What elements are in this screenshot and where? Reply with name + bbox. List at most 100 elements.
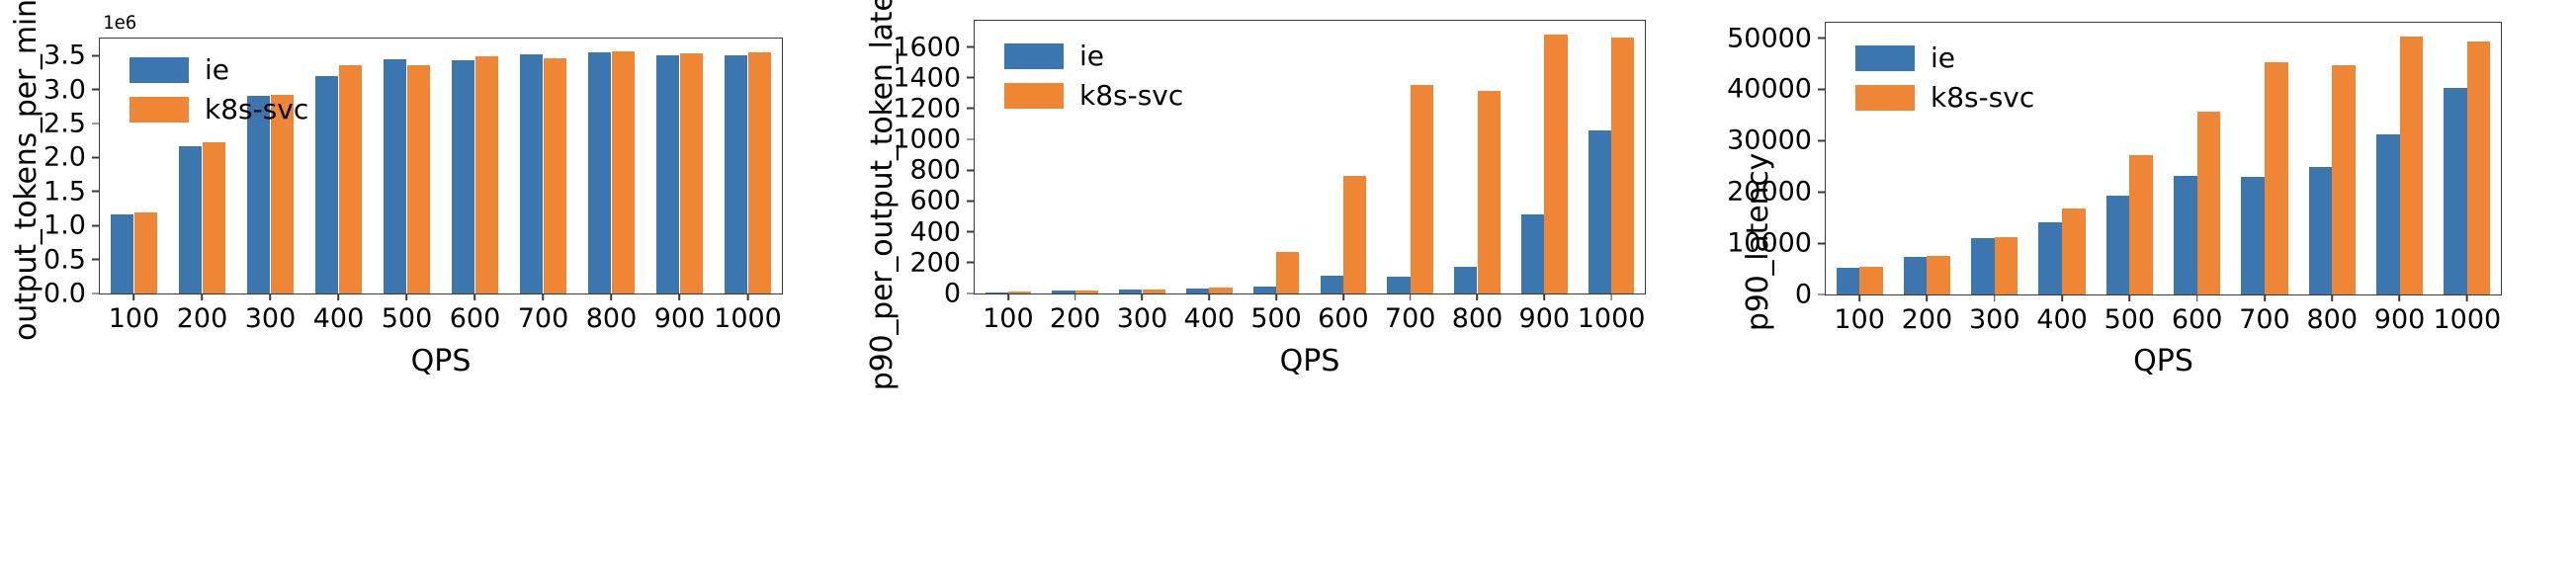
x-tick-mark (2128, 294, 2131, 301)
y-tick-label: 1400 (893, 62, 961, 94)
x-tick: 400 (2036, 294, 2088, 335)
x-tick: 100 (983, 293, 1034, 334)
x-tick-mark (1476, 293, 1479, 300)
y-tick-label: 10000 (1727, 227, 1812, 259)
x-tick: 600 (450, 293, 500, 334)
y-tick-label: 3.5 (43, 40, 86, 71)
y-tick: 1600 (893, 32, 975, 62)
bar-k8s-svc-100 (133, 211, 158, 293)
y-tick-mark (92, 190, 100, 193)
y-tick: 40000 (1727, 74, 1826, 105)
bar-ie-100 (985, 292, 1008, 293)
x-tick-mark (542, 293, 545, 300)
legend: ie k8s-svc (126, 50, 312, 129)
x-tick-label: 1000 (714, 303, 782, 334)
x-tick-label: 900 (1518, 303, 1571, 334)
x-tick-label: 100 (1834, 304, 1885, 335)
legend-swatch-icon-ie (1004, 43, 1064, 69)
chart-panel-p90-latency: p90_latency 0 10000 20000 30000 40000 50000 1… (1716, 0, 2574, 585)
bar-k8s-svc-300 (1994, 236, 2018, 294)
bar-k8s-svc-900 (679, 53, 704, 293)
x-tick: 100 (109, 293, 159, 334)
y-tick-label: 400 (909, 216, 961, 248)
x-tick-mark (1993, 294, 1996, 301)
bar-ie-800 (1454, 266, 1478, 293)
x-tick-label: 700 (1384, 303, 1436, 334)
x-tick: 400 (313, 293, 364, 334)
x-tick-mark (1858, 294, 1861, 301)
legend-swatch-icon-k8s-svc (1004, 83, 1064, 109)
y-tick-label: 0 (1794, 279, 1812, 310)
bar-k8s-svc-300 (1142, 290, 1165, 293)
y-tick-label: 0.5 (43, 244, 86, 276)
x-tick-label: 600 (1318, 303, 1369, 334)
y-tick: 3.0 (43, 74, 100, 105)
x-tick: 900 (1518, 293, 1571, 334)
bar-k8s-svc-400 (338, 65, 363, 293)
x-tick-mark (1610, 293, 1612, 300)
y-tick: 1200 (893, 93, 975, 124)
legend-item-ie: ie (129, 56, 308, 84)
chart-panel-output-tokens-per-min: output_tokens_per_min 1e6 0.0 0.5 1.0 1.5 2.… (0, 0, 858, 585)
legend: ie k8s-svc (1851, 39, 2038, 118)
y-tick: 10000 (1727, 228, 1826, 259)
x-tick-mark (2061, 294, 2063, 301)
x-tick: 700 (518, 293, 568, 334)
bar-k8s-svc-900 (1544, 34, 1568, 293)
x-tick-mark (1073, 293, 1076, 300)
legend-item-ie: ie (1855, 44, 2034, 72)
x-tick: 800 (1452, 293, 1503, 334)
x-tick: 400 (1184, 293, 1235, 334)
y-tick-label: 200 (909, 247, 961, 279)
x-tick: 500 (1250, 293, 1302, 334)
bars-layer (975, 21, 1645, 293)
x-tick-label: 300 (244, 303, 297, 334)
y-tick: 1.0 (43, 210, 100, 241)
bar-ie-900 (1520, 213, 1545, 293)
y-tick-label: 1200 (893, 93, 961, 125)
bar-ie-600 (1320, 275, 1343, 293)
x-tick-mark (269, 293, 272, 300)
y-tick-mark (1818, 242, 1826, 244)
bar-ie-200 (178, 145, 203, 293)
y-tick: 2.0 (43, 142, 100, 173)
bar-ie-600 (451, 60, 475, 293)
x-tick-mark (746, 293, 749, 300)
bar-ie-500 (1252, 286, 1277, 293)
y-tick: 200 (909, 247, 975, 278)
x-tick-mark (1141, 293, 1144, 300)
y-tick-label: 1000 (893, 124, 961, 155)
legend-item-k8s-svc: k8s-svc (1855, 84, 2034, 112)
bar-ie-400 (314, 75, 339, 293)
y-tick-mark (1818, 191, 1826, 194)
bar-ie-200 (1052, 291, 1075, 293)
y-tick-mark (92, 54, 100, 57)
x-tick-mark (2465, 294, 2468, 301)
bar-ie-500 (2105, 196, 2130, 294)
legend-swatch-icon-k8s-svc (1855, 85, 1915, 111)
y-tick: 1400 (893, 62, 975, 93)
y-tick: 50000 (1727, 23, 1826, 53)
x-tick-label: 300 (1116, 303, 1168, 334)
bar-ie-800 (587, 51, 612, 293)
x-tick: 600 (1318, 293, 1369, 334)
bar-k8s-svc-100 (1007, 292, 1032, 293)
bar-k8s-svc-400 (1209, 288, 1233, 293)
x-tick-label: 900 (2373, 304, 2426, 335)
legend-label-ie: ie (1931, 42, 1956, 74)
y-tick-mark (967, 169, 975, 172)
y-tick-mark (92, 292, 100, 294)
x-tick-mark (610, 293, 613, 300)
y-tick-mark (92, 258, 100, 261)
x-tick: 1000 (2433, 294, 2501, 335)
bar-ie-800 (2308, 167, 2333, 294)
x-tick-label: 400 (2036, 304, 2088, 335)
y-tick-mark (1818, 139, 1826, 142)
x-tick-mark (2331, 294, 2334, 301)
y-tick-label: 50000 (1727, 23, 1812, 54)
bar-ie-100 (1836, 267, 1860, 294)
x-tick-label: 500 (381, 303, 433, 334)
legend-swatch-icon-ie (129, 57, 189, 83)
y-tick-label: 30000 (1727, 125, 1812, 156)
y-tick-mark (967, 200, 975, 203)
